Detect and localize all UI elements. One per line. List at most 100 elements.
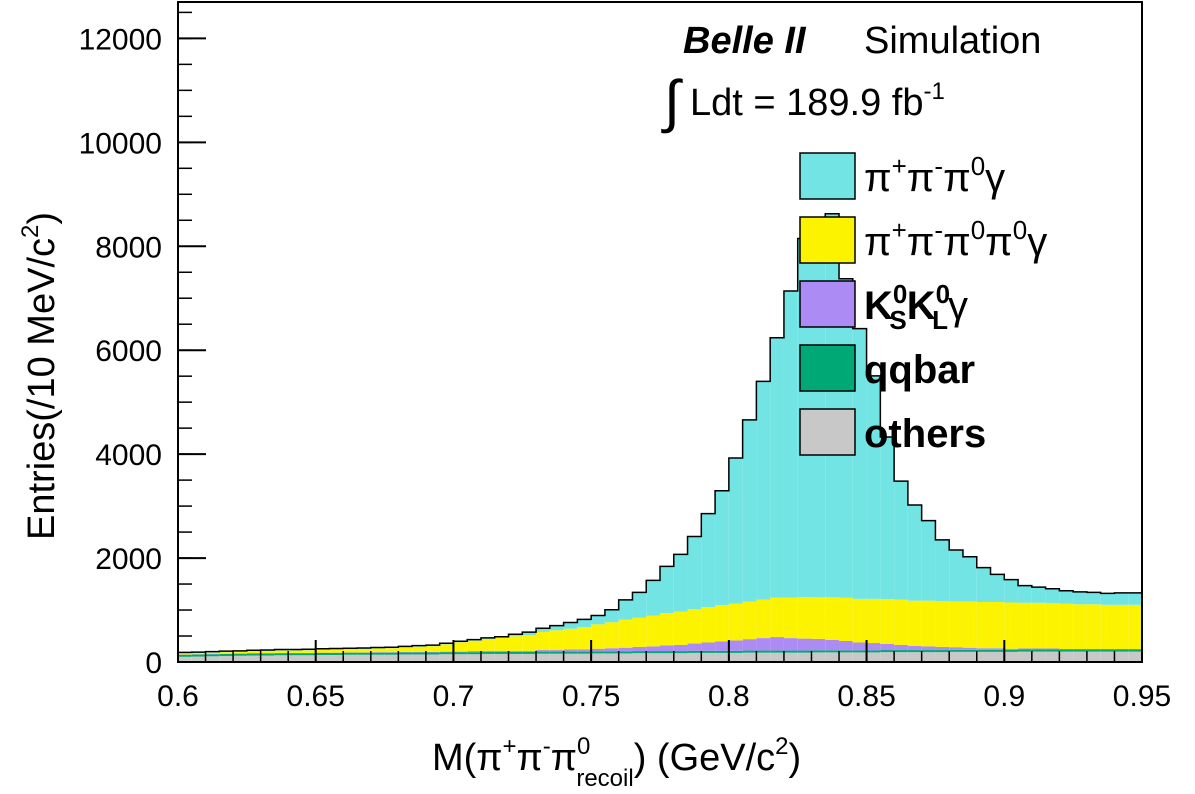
bar-qqbar — [509, 652, 523, 654]
bar-KSKLgamma — [991, 648, 1005, 650]
bar-KSKLgamma — [591, 649, 605, 652]
bar-others — [522, 654, 536, 662]
bar-pipipi0pi0gamma — [233, 652, 247, 654]
bar-others — [811, 652, 825, 662]
bar-KSKLgamma — [646, 646, 660, 651]
bar-qqbar — [660, 651, 674, 653]
bar-KSKLgamma — [1101, 649, 1115, 650]
bar-qqbar — [577, 652, 591, 654]
bar-qqbar — [674, 651, 688, 653]
bar-others — [963, 652, 977, 662]
bar-others — [867, 652, 881, 662]
bar-qqbar — [261, 653, 275, 655]
bar-KSKLgamma — [867, 643, 881, 650]
bar-pipipi0gamma — [632, 592, 646, 617]
bar-pipipi0pi0gamma — [839, 598, 853, 641]
bar-pipipi0pi0gamma — [453, 642, 467, 651]
bar-KSKLgamma — [536, 650, 550, 652]
bar-KSKLgamma — [660, 645, 674, 651]
x-tick-label: 0.8 — [708, 680, 750, 713]
bar-KSKLgamma — [1004, 649, 1018, 650]
bar-KSKLgamma — [880, 644, 894, 650]
bar-pipipi0pi0gamma — [605, 622, 619, 648]
legend-label-part: 0 — [971, 151, 985, 181]
bar-KSKLgamma — [1046, 648, 1060, 649]
bar-pipipi0pi0gamma — [467, 641, 481, 651]
bar-qqbar — [453, 652, 467, 654]
bar-qqbar — [398, 652, 412, 654]
legend-label-part: γ — [948, 284, 968, 328]
bar-qqbar — [743, 651, 757, 653]
bar-qqbar — [329, 653, 343, 655]
bar-KSKLgamma — [963, 648, 977, 650]
bar-others — [1087, 652, 1101, 662]
legend-label-part: - — [934, 151, 943, 181]
bar-pipipi0pi0gamma — [743, 602, 757, 639]
bar-others — [577, 654, 591, 662]
bar-others — [646, 653, 660, 662]
bar-KSKLgamma — [701, 643, 715, 651]
bar-pipipi0gamma — [1101, 593, 1115, 604]
experiment-name: Belle II — [683, 20, 807, 62]
bar-others — [1046, 652, 1060, 662]
bar-KSKLgamma — [495, 651, 509, 652]
bar-KSKLgamma — [756, 638, 770, 650]
bar-others — [591, 653, 605, 662]
legend-label-part: 0 — [1013, 215, 1027, 245]
bar-others — [453, 654, 467, 662]
y-tick-label: 8000 — [95, 231, 162, 264]
bar-qqbar — [288, 653, 302, 655]
bar-pipipi0gamma — [701, 514, 715, 608]
legend-label-part: γ — [1027, 220, 1047, 264]
bar-others — [674, 653, 688, 662]
bar-KSKLgamma — [715, 641, 729, 650]
bar-pipipi0pi0gamma — [536, 632, 550, 650]
luminosity-unit-sup: -1 — [923, 78, 944, 105]
legend-entry-pipipi0gamma: π+π-π0γ — [800, 151, 1005, 200]
bar-others — [605, 653, 619, 662]
y-tick-label: 12000 — [79, 23, 162, 56]
bar-others — [1032, 652, 1046, 662]
bar-others — [288, 655, 302, 662]
bar-KSKLgamma — [1018, 648, 1032, 649]
bar-qqbar — [784, 651, 798, 653]
bar-qqbar — [1046, 650, 1060, 652]
legend-label-part: π — [943, 156, 971, 200]
bar-pipipi0gamma — [991, 574, 1005, 602]
bar-others — [908, 652, 922, 662]
bar-KSKLgamma — [935, 647, 949, 650]
bar-KSKLgamma — [426, 652, 440, 653]
bar-pipipi0gamma — [729, 458, 743, 604]
bar-pipipi0pi0gamma — [288, 651, 302, 653]
bar-others — [426, 654, 440, 662]
bar-pipipi0gamma — [1018, 586, 1032, 603]
bar-KSKLgamma — [1087, 649, 1101, 650]
bar-pipipi0pi0gamma — [385, 648, 399, 652]
bar-pipipi0gamma — [949, 550, 963, 601]
bar-KSKLgamma — [1073, 649, 1087, 650]
bar-KSKLgamma — [564, 650, 578, 652]
bar-others — [935, 652, 949, 662]
bar-others — [550, 654, 564, 662]
bar-others — [894, 652, 908, 662]
bar-qqbar — [798, 651, 812, 653]
bar-pipipi0pi0gamma — [192, 653, 206, 654]
legend-label-part: 0 — [971, 215, 985, 245]
bar-others — [619, 653, 633, 662]
bar-qqbar — [1059, 650, 1073, 652]
bar-KSKLgamma — [949, 647, 963, 650]
legend-label-part: S — [889, 305, 906, 335]
bar-others — [495, 654, 509, 662]
bar-pipipi0gamma — [591, 615, 605, 624]
bar-qqbar — [1073, 650, 1087, 652]
bar-pipipi0pi0gamma — [880, 599, 894, 644]
bar-qqbar — [206, 654, 220, 656]
bar-pipipi0pi0gamma — [770, 598, 784, 637]
bar-pipipi0pi0gamma — [1032, 603, 1046, 649]
legend-label-part: π — [907, 220, 935, 264]
bar-KSKLgamma — [577, 650, 591, 652]
bar-pipipi0pi0gamma — [756, 600, 770, 638]
bar-pipipi0gamma — [1004, 580, 1018, 603]
bar-pipipi0pi0gamma — [632, 618, 646, 647]
